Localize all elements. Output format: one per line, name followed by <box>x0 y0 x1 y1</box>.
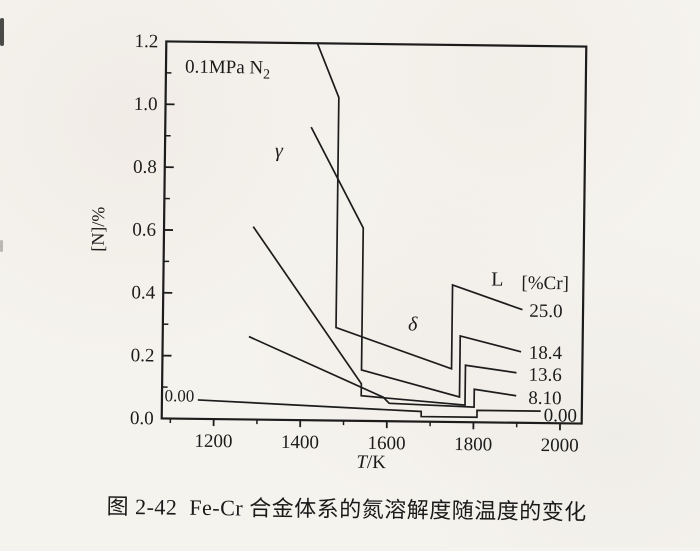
series-label-25.0: 25.0 <box>529 301 563 322</box>
y-axis-tick-label: 0.0 <box>130 408 154 429</box>
x-axis-tick-label: 1800 <box>454 434 492 455</box>
x-axis-title: T/K <box>356 452 386 473</box>
scan-edge-artifact <box>0 18 4 46</box>
series-label-0.00: 0.00 <box>544 405 578 426</box>
phase-label-delta: δ <box>408 313 418 335</box>
atmosphere-label: 0.1MPa N2 <box>185 57 270 83</box>
y-axis-tick-label: 1.0 <box>134 94 158 115</box>
series-label-13.6: 13.6 <box>528 365 562 386</box>
y-axis-tick-label: 0.4 <box>131 282 156 303</box>
scan-edge-artifact <box>0 240 3 252</box>
x-axis-tick-label: 1400 <box>281 432 319 453</box>
y-axis-tick-label: 1.2 <box>134 31 158 52</box>
y-axis-tick-label: 0.8 <box>133 157 157 178</box>
y-axis-title: [N]/% <box>88 207 109 252</box>
phase-label-gamma: γ <box>275 140 284 162</box>
x-axis-tick-label: 1200 <box>194 431 232 452</box>
series-line-25.0 <box>313 43 525 369</box>
series-label-18.4: 18.4 <box>529 343 563 364</box>
series-line-0.00 <box>198 400 541 418</box>
phase-label-liquid: L <box>491 269 503 291</box>
figure-caption: 图 2-42 Fe-Cr 合金体系的氮溶解度随温度的变化 <box>0 487 697 528</box>
series-line-8.10 <box>248 337 517 408</box>
series-left-label-0.00: 0.00 <box>164 386 194 405</box>
y-axis-tick-label: 0.6 <box>132 220 156 241</box>
x-axis-tick-label: 2000 <box>541 435 579 456</box>
plot-border <box>162 41 587 423</box>
series-line-13.6 <box>251 227 518 406</box>
series-line-18.4 <box>308 127 524 398</box>
y-axis-tick-label: 0.2 <box>131 345 155 366</box>
legend-header: [%Cr] <box>521 273 569 295</box>
